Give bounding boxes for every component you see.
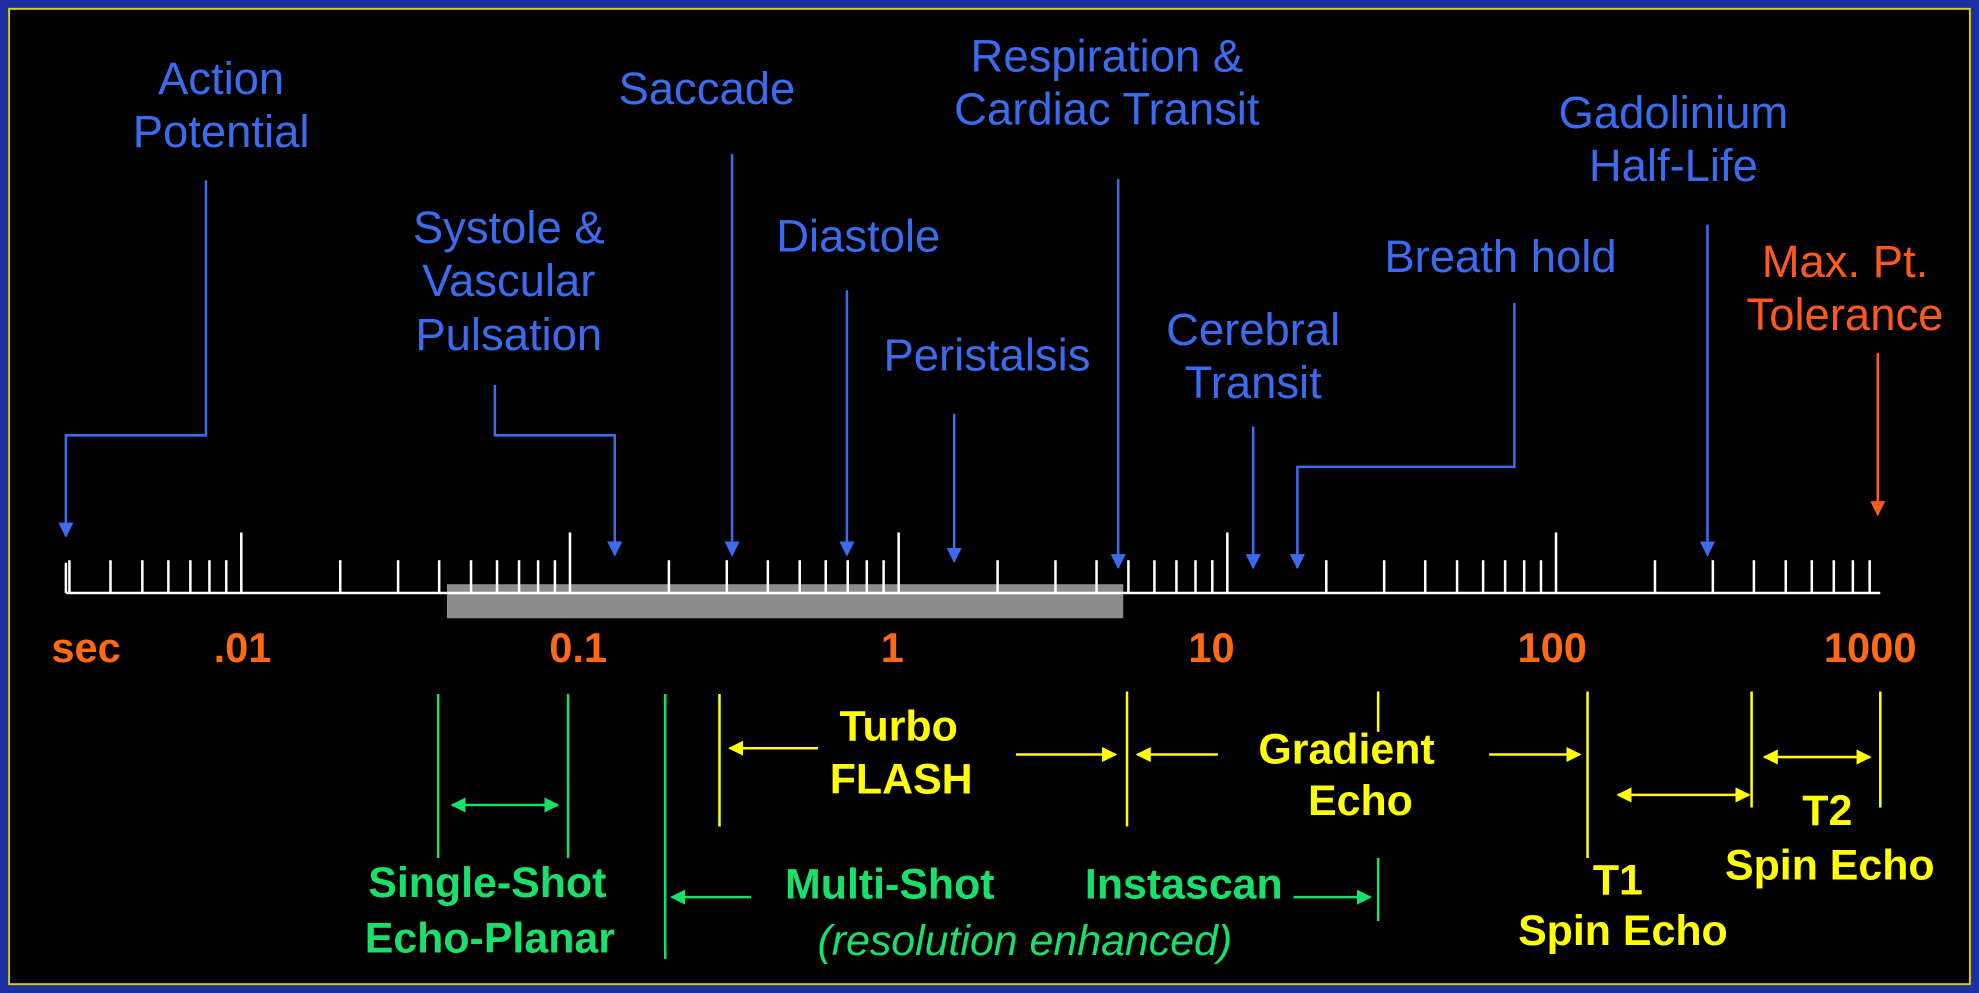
event-label: Pulsation bbox=[415, 309, 602, 360]
event-label: Diastole bbox=[776, 211, 940, 262]
event-label: Gadolinium bbox=[1559, 87, 1789, 138]
event-label: Respiration & bbox=[971, 30, 1244, 81]
background bbox=[8, 7, 1971, 986]
event-label: Transit bbox=[1185, 357, 1322, 408]
event-label: Breath hold bbox=[1384, 231, 1616, 282]
sequence-label: (resolution enhanced) bbox=[817, 917, 1232, 965]
sequence-label: Spin Echo bbox=[1725, 841, 1935, 889]
sequence-label: Spin Echo bbox=[1518, 907, 1728, 955]
sequence-label: Echo-Planar bbox=[365, 915, 615, 963]
event-label: Vascular bbox=[422, 255, 595, 306]
event-label: Max. Pt. bbox=[1762, 236, 1929, 287]
axis-label: 0.1 bbox=[549, 624, 607, 671]
axis-label: 100 bbox=[1518, 624, 1587, 671]
event-label: Cerebral bbox=[1166, 304, 1340, 355]
sequence-label: Turbo bbox=[840, 703, 958, 751]
sequence-label: FLASH bbox=[830, 756, 973, 804]
axis-label: 10 bbox=[1188, 624, 1234, 671]
event-label: Action bbox=[158, 53, 284, 104]
sequence-label: T2 bbox=[1802, 787, 1852, 835]
sequence-label: Echo bbox=[1308, 777, 1413, 825]
event-label: Potential bbox=[133, 106, 310, 157]
event-arrow bbox=[493, 384, 623, 557]
axis-label: 1 bbox=[881, 624, 904, 671]
event-arrow bbox=[58, 180, 208, 538]
axis-label: 1000 bbox=[1824, 624, 1917, 671]
event-arrow bbox=[1289, 302, 1516, 570]
event-label: Peristalsis bbox=[884, 329, 1091, 380]
axis-label: .01 bbox=[214, 624, 272, 671]
event-label: Systole & bbox=[413, 202, 605, 253]
sequence-label: Gradient bbox=[1258, 725, 1434, 773]
sequence-label: Multi-Shot bbox=[785, 860, 995, 908]
event-label: Cardiac Transit bbox=[954, 83, 1260, 134]
range-bar bbox=[446, 584, 1124, 619]
event-label: Half-Life bbox=[1589, 140, 1758, 191]
sequence-label: Single-Shot bbox=[368, 859, 606, 907]
sequence-label: T1 bbox=[1593, 857, 1643, 905]
axis-label: sec bbox=[51, 624, 120, 671]
event-label: Tolerance bbox=[1747, 289, 1944, 340]
sequence-label: Instascan bbox=[1085, 860, 1283, 908]
event-label: Saccade bbox=[619, 63, 796, 114]
